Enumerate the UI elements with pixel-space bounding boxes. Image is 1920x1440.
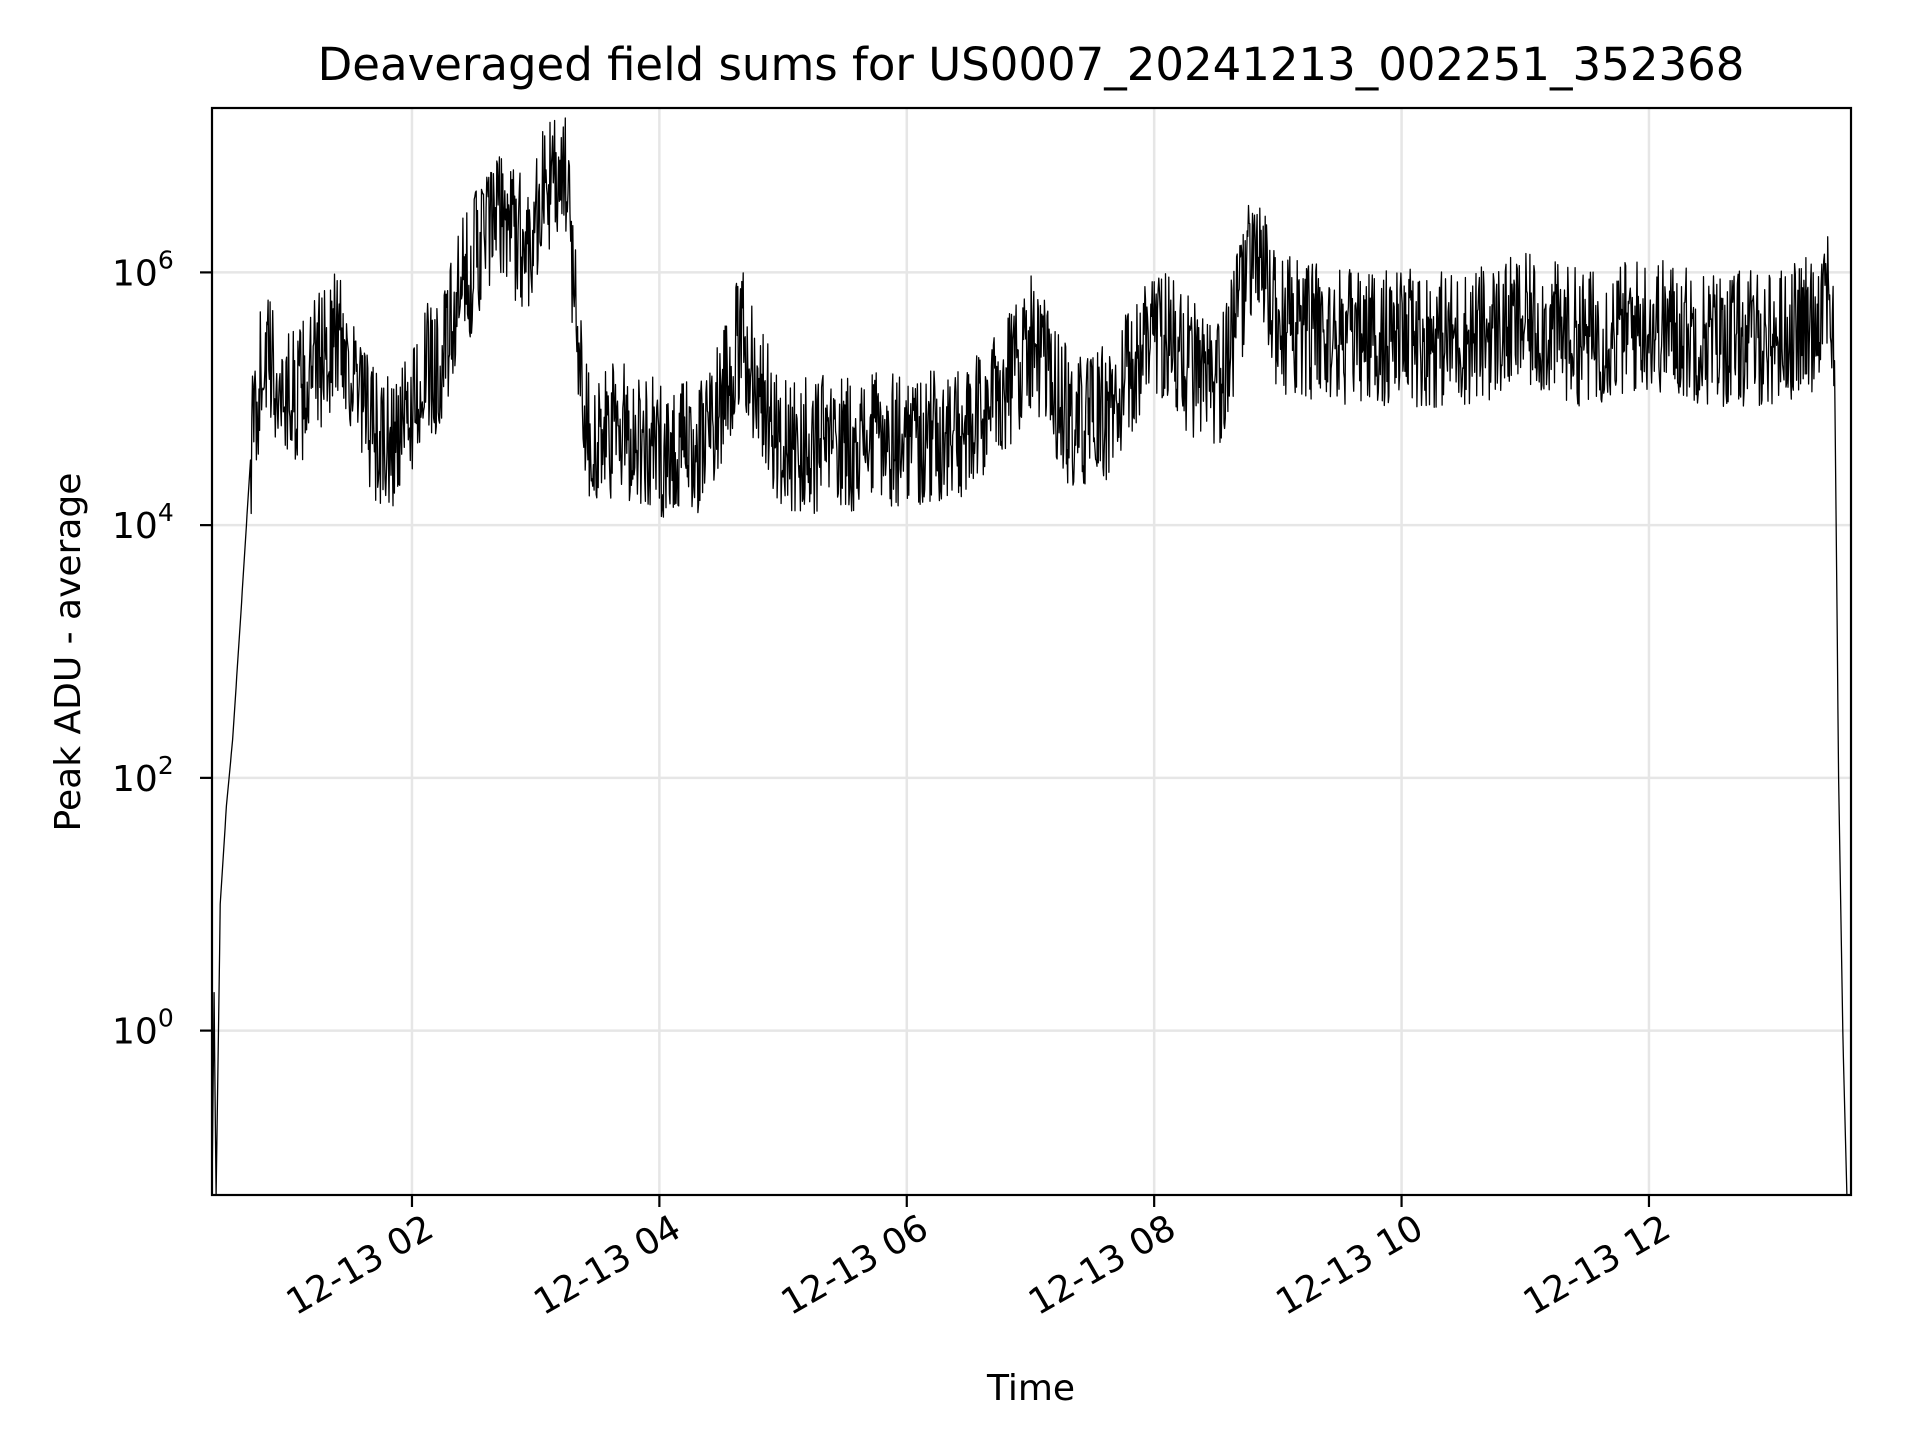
y-tick-label: 100 [112,1004,174,1053]
x-tick-label: 12-13 02 [280,1207,441,1323]
x-tick-label: 12-13 08 [1022,1207,1183,1323]
plot-frame [210,106,1853,1197]
x-tick-label: 12-13 10 [1269,1207,1430,1323]
y-tick-label: 104 [112,498,174,547]
chart-title: Deaveraged field sums for US0007_2024121… [318,38,1745,91]
y-axis-label: Peak ADU - average [48,473,89,832]
grid-layer [212,108,1851,1195]
x-tick-label: 12-13 06 [775,1207,936,1323]
x-tick-label: 12-13 12 [1517,1207,1678,1323]
y-tick-base: 10 [112,759,158,800]
y-tick-exponent: 0 [158,1004,174,1033]
y-tick-label: 106 [112,245,174,294]
y-tick-label: 102 [112,751,174,800]
x-tick-label: 12-13 04 [527,1207,688,1323]
series-line [211,117,1848,1196]
y-tick-base: 10 [112,253,158,294]
x-axis-label: Time [986,1368,1075,1409]
x-tick-layer: 12-13 02 12-13 04 12-13 06 12-13 08 12-13 10… [280,1195,1678,1324]
series-layer [211,117,1848,1196]
y-tick-exponent: 4 [158,498,174,527]
y-tick-base: 10 [112,1012,158,1053]
y-tick-exponent: 6 [158,245,174,274]
y-tick-exponent: 2 [158,751,174,780]
y-tick-base: 10 [112,506,158,547]
